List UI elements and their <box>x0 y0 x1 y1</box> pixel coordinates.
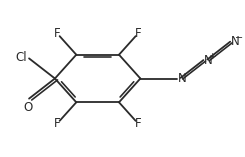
Text: N: N <box>231 35 240 48</box>
Text: O: O <box>23 101 32 114</box>
Text: −: − <box>235 33 243 43</box>
Text: F: F <box>54 27 60 40</box>
Text: +: + <box>208 52 216 61</box>
Text: N: N <box>178 72 187 85</box>
Text: F: F <box>54 117 60 130</box>
Text: F: F <box>135 117 142 130</box>
Text: F: F <box>135 27 142 40</box>
Text: Cl: Cl <box>15 51 27 64</box>
Text: N: N <box>204 54 213 67</box>
